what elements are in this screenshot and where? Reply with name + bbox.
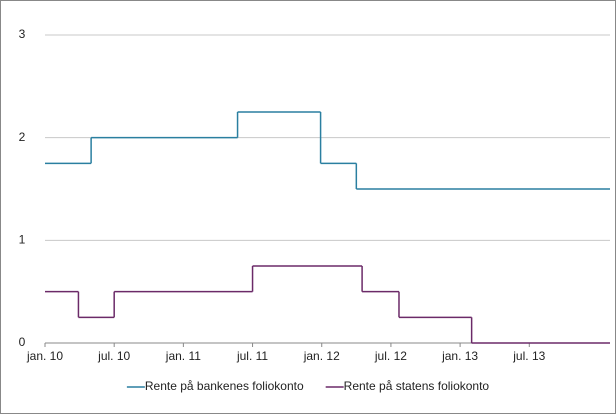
y-tick-label: 0 xyxy=(19,335,26,349)
legend-label: Rente på bankenes foliokonto xyxy=(145,379,304,393)
x-tick-label: jul. 12 xyxy=(374,349,407,363)
x-tick-label: jul. 10 xyxy=(97,349,130,363)
x-tick-label: jul. 11 xyxy=(236,349,268,363)
y-tick-label: 1 xyxy=(19,233,26,247)
x-tick-label: jan. 13 xyxy=(441,349,478,363)
x-tick-label: jan. 10 xyxy=(26,349,63,363)
x-tick-label: jul. 13 xyxy=(512,349,545,363)
x-tick-label: jan. 12 xyxy=(303,349,340,363)
x-tick-label: jan. 11 xyxy=(165,349,201,363)
y-tick-label: 2 xyxy=(19,130,26,144)
y-tick-label: 3 xyxy=(19,27,26,41)
legend-label: Rente på statens foliokonto xyxy=(344,379,490,393)
